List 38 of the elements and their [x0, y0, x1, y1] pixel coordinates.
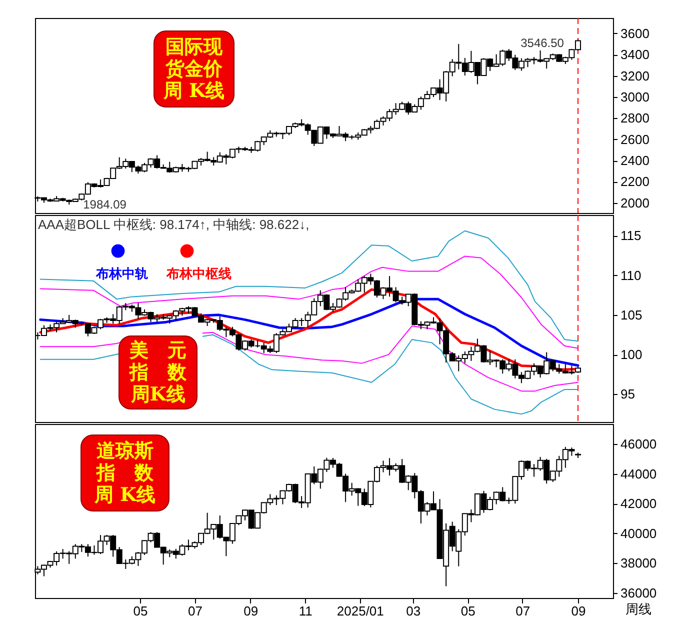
- x-tick-label: 07: [188, 604, 202, 618]
- x-tick-label: 09: [571, 604, 586, 618]
- x-tick-label: 07: [516, 604, 530, 618]
- y-tick-label: 44000: [620, 466, 657, 482]
- text: 美 元指 数周K线: [128, 340, 188, 406]
- x-tick-label: 09: [244, 604, 258, 618]
- text: 国际现货金价周 K线: [162, 36, 225, 102]
- y-tick-label: 2400: [620, 153, 650, 168]
- y-tick-label: 3000: [620, 89, 650, 104]
- x-tick-label: 05: [133, 604, 148, 618]
- y-tick-label: 40000: [620, 526, 657, 541]
- y-tick-label: 42000: [620, 496, 657, 512]
- y-tick-label: 2200: [620, 174, 650, 190]
- annotation: 1984.09: [83, 198, 127, 212]
- y-tick-label: 2800: [620, 110, 650, 126]
- y-tick-label: 105: [620, 307, 642, 322]
- y-tick-label: 3400: [620, 47, 650, 62]
- y-tick-label: 3200: [620, 68, 650, 84]
- x-tick-label: 11: [298, 604, 312, 618]
- y-tick-label: 115: [620, 228, 642, 244]
- x-tick-label: 2025/01: [336, 604, 384, 618]
- y-tick-label: 46000: [620, 436, 657, 452]
- text: 道琼斯指 数周 K线: [93, 440, 156, 506]
- y-tick-label: 38000: [620, 556, 657, 571]
- y-tick-label: 36000: [620, 585, 657, 600]
- y-tick-label: 2000: [620, 195, 650, 210]
- legend-label: 布林中轨: [95, 266, 148, 281]
- y-tick-label: 110: [620, 268, 642, 283]
- y-tick-label: 95: [620, 386, 635, 402]
- x-axis-title: 周线: [626, 602, 652, 616]
- y-tick-label: 2600: [620, 132, 650, 147]
- y-tick-label: 3600: [620, 26, 650, 41]
- annotation: 3546.50: [520, 36, 564, 50]
- y-tick-label: 100: [620, 347, 642, 362]
- x-tick-label: 05: [460, 604, 476, 618]
- chart-subtitle: AAA超BOLL 中枢线: 98.174↑, 中轴线: 98.622↓,: [38, 217, 310, 232]
- x-tick-label: 03: [406, 604, 421, 618]
- legend-label: 布林中枢线: [166, 266, 232, 281]
